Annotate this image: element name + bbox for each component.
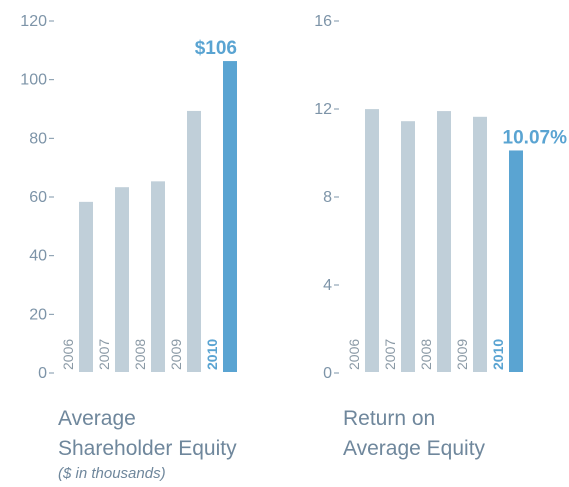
bar: [151, 181, 165, 372]
caption: Return on: [343, 407, 435, 430]
category-label: 2008: [132, 339, 148, 370]
y-tick-label: 16: [314, 13, 332, 30]
value-label: $106: [195, 38, 237, 59]
value-label: 10.07%: [503, 127, 568, 148]
bar: [79, 201, 93, 372]
bar: [187, 110, 201, 372]
y-tick-label: 0: [323, 365, 332, 382]
category-label: 2007: [382, 339, 398, 370]
y-tick-label: 100: [20, 72, 47, 89]
bar: [115, 187, 129, 372]
bar: [437, 111, 451, 372]
y-tick-label: 20: [29, 306, 47, 323]
bar: [223, 61, 237, 373]
y-tick-label: 0: [38, 365, 47, 382]
category-label: 2009: [168, 339, 184, 370]
caption: Average: [58, 407, 136, 430]
category-label: 2010: [204, 339, 220, 370]
category-label: 2010: [490, 339, 506, 370]
y-tick-label: 12: [314, 101, 332, 118]
category-label: 2006: [346, 339, 362, 370]
y-tick-label: 8: [323, 189, 332, 206]
caption: Shareholder Equity: [58, 437, 237, 460]
y-tick-label: 60: [29, 189, 47, 206]
bar: [473, 116, 487, 372]
bar: [509, 150, 523, 372]
caption: Average Equity: [343, 437, 486, 460]
bar: [365, 109, 379, 372]
category-label: 2007: [96, 339, 112, 370]
y-tick-label: 40: [29, 248, 47, 265]
y-tick-label: 80: [29, 130, 47, 147]
y-tick-label: 4: [323, 277, 332, 294]
y-tick-label: 120: [20, 13, 47, 30]
category-label: 2006: [60, 339, 76, 370]
bar: [401, 121, 415, 372]
caption-note: ($ in thousands): [58, 465, 166, 482]
category-label: 2009: [454, 339, 470, 370]
category-label: 2008: [418, 339, 434, 370]
